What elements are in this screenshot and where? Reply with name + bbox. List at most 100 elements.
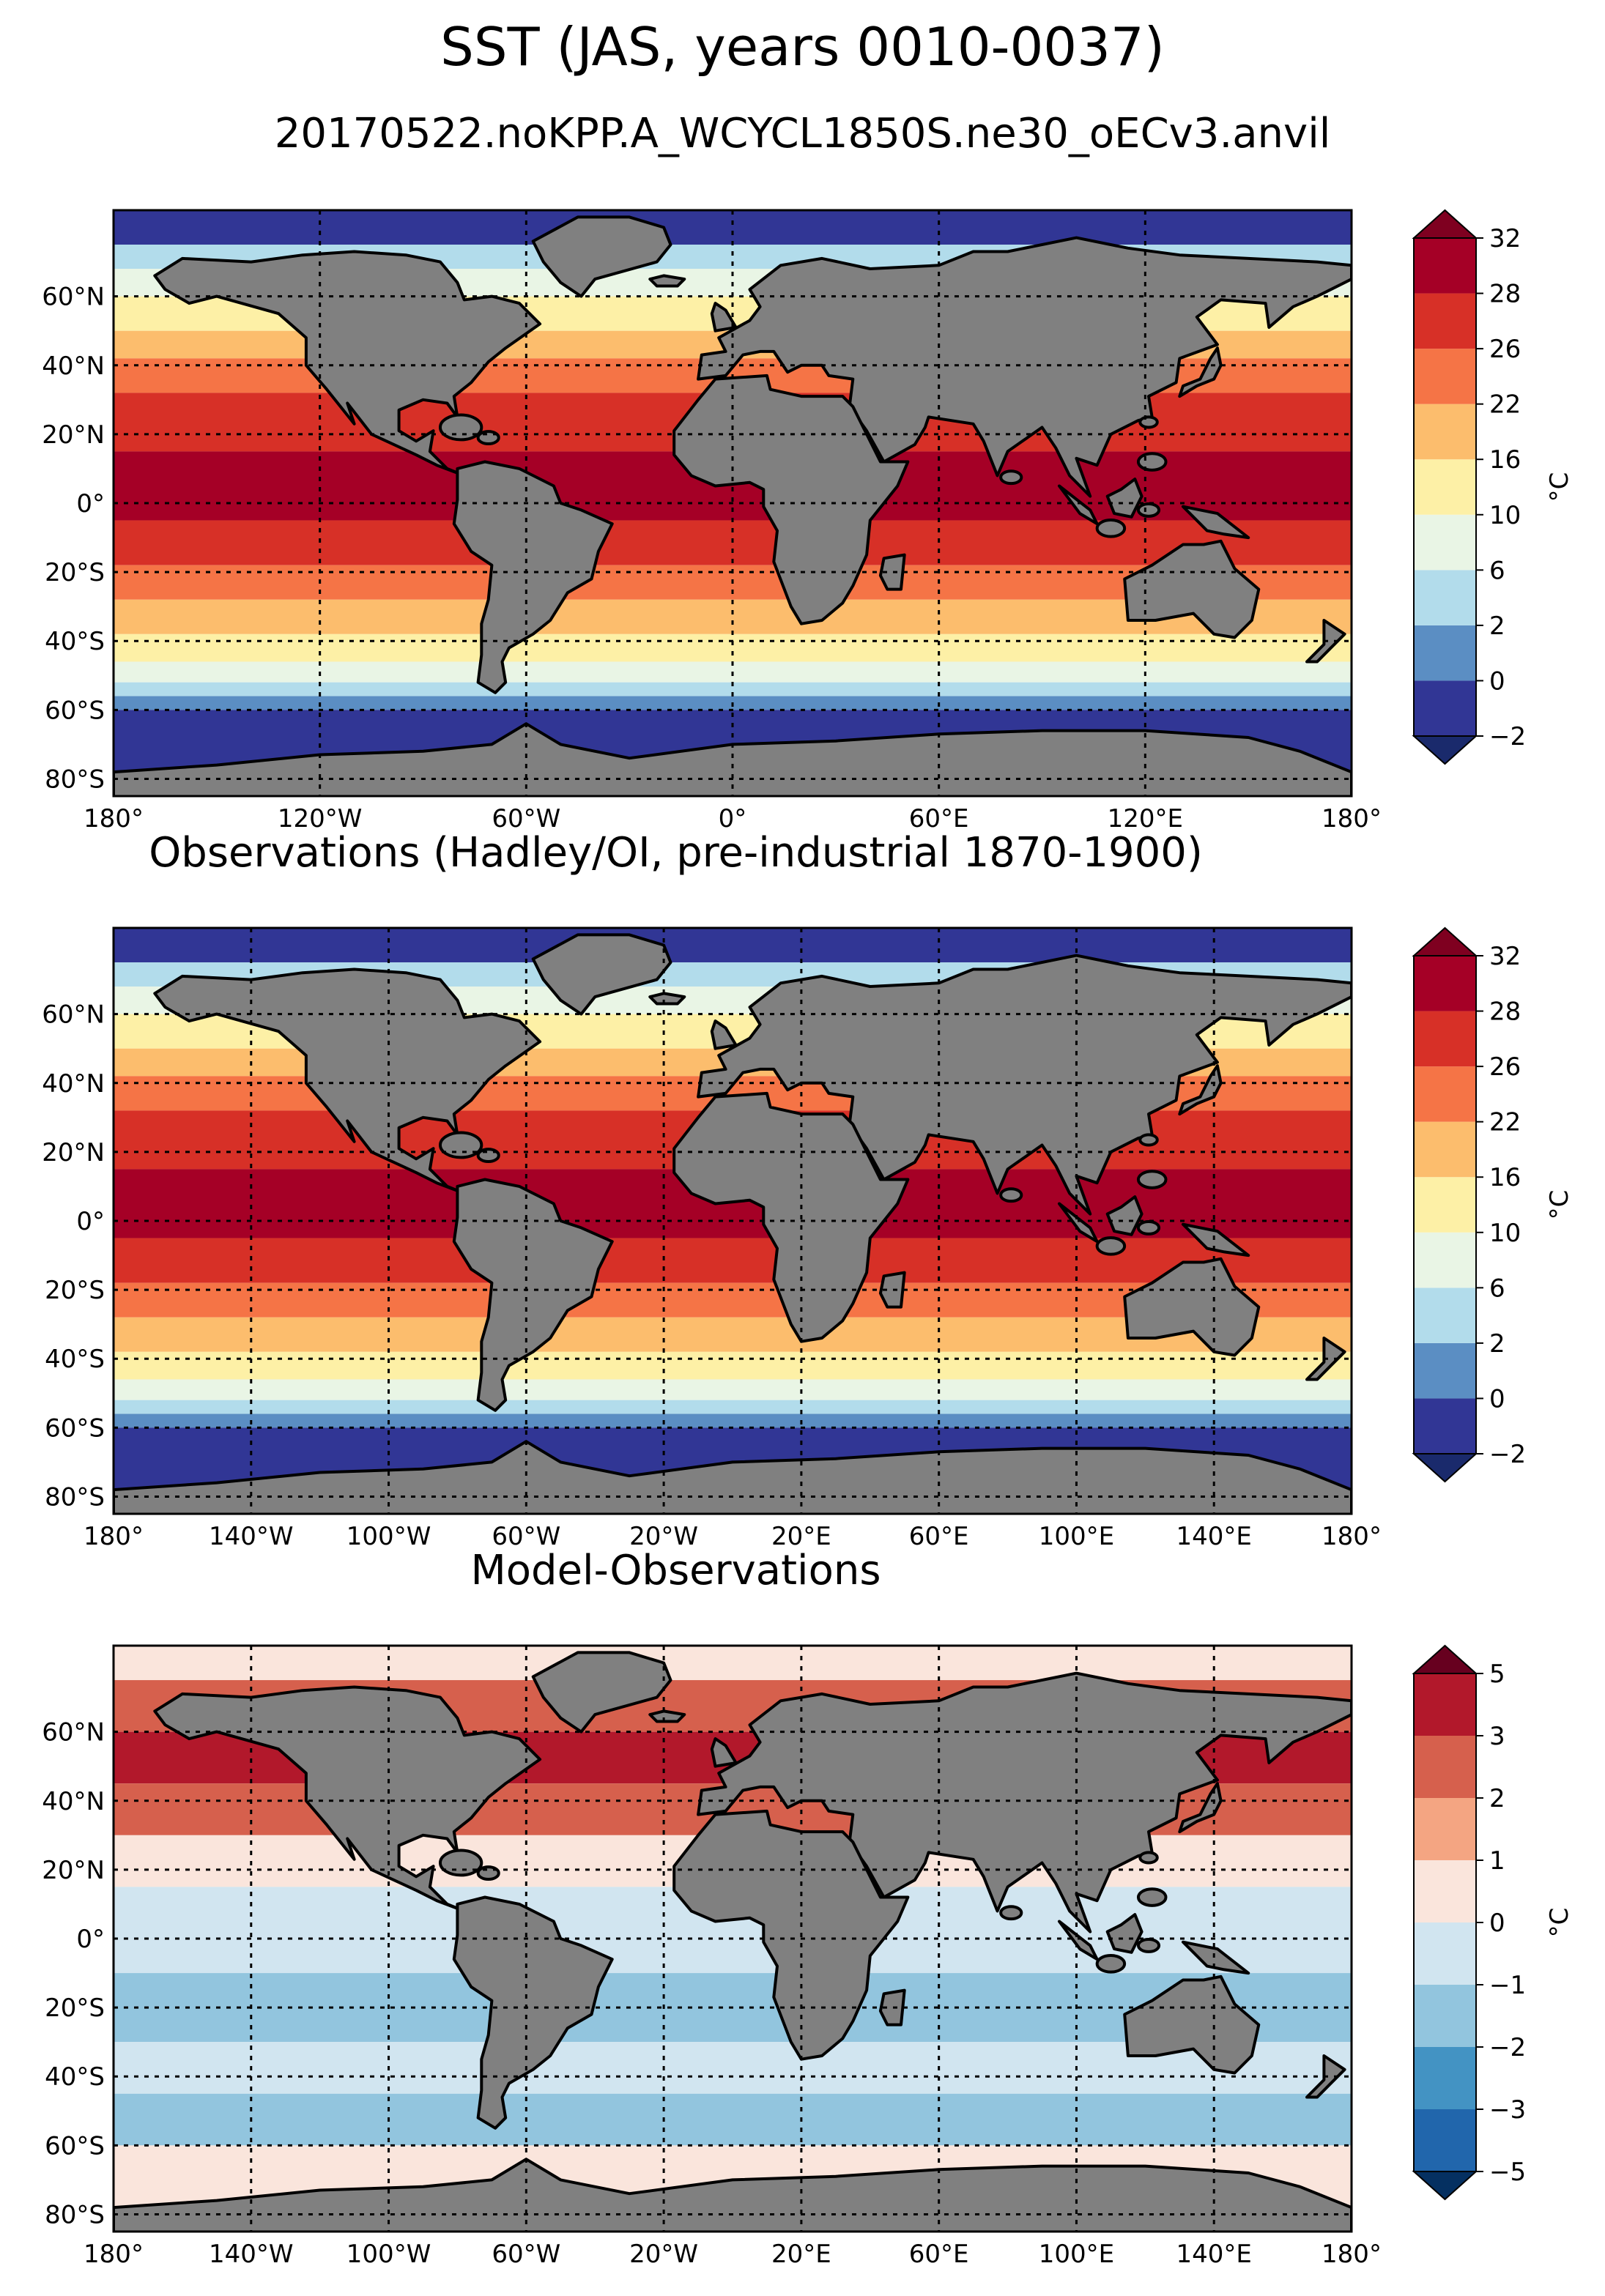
lat-tick-label: 40°N xyxy=(42,1069,105,1099)
panel-title-observations: Observations (Hadley/OI, pre-industrial … xyxy=(149,829,1203,877)
land-great-britain xyxy=(710,1019,738,1050)
colorbar-segment xyxy=(1414,1398,1476,1454)
lon-tick-label: 60°E xyxy=(909,2240,969,2269)
lat-tick-label: 60°S xyxy=(45,2131,105,2161)
lat-tick-label: 60°N xyxy=(42,283,105,312)
lon-tick-label: 20°E xyxy=(771,1522,831,1551)
land-sumatra xyxy=(1058,1920,1099,1961)
land-java xyxy=(1095,1236,1127,1256)
land-great-britain xyxy=(710,1737,738,1768)
colorbar-tick-label: 28 xyxy=(1489,997,1521,1027)
lat-tick-label: 20°N xyxy=(42,420,105,450)
land-new-guinea xyxy=(1182,1940,1250,1975)
land-sri-lanka xyxy=(999,1905,1023,1921)
sst-band-8 xyxy=(114,1238,1352,1283)
lat-tick-label: 60°N xyxy=(42,1000,105,1030)
land-greenland xyxy=(531,1651,672,1734)
land-japan xyxy=(1178,1064,1223,1116)
lat-tick-label: 0° xyxy=(76,1207,105,1236)
sst-band-12 xyxy=(114,1379,1352,1400)
lon-tick-label: 180° xyxy=(1322,1522,1382,1551)
colorbar-tick-label: −2 xyxy=(1489,1440,1526,1469)
sst-band-13 xyxy=(114,1400,1352,1414)
land-south-america xyxy=(452,1178,614,1412)
lon-tick-label: 20°W xyxy=(629,1522,698,1551)
lon-tick-label: 180° xyxy=(84,1522,144,1551)
colorbar-label: °C xyxy=(1545,1908,1574,1938)
lon-tick-label: 140°E xyxy=(1176,1522,1252,1551)
colorbar-tick-label: 3 xyxy=(1489,1722,1505,1751)
land-borneo xyxy=(1105,1913,1143,1954)
sst-band-13 xyxy=(114,682,1352,696)
land-taiwan xyxy=(1138,415,1159,429)
land-madagascar xyxy=(878,553,906,591)
map-panel-model: 60°N 40°N 20°N 0° 20°S 40°S 60°S 80°S 180° 120°W 6… xyxy=(42,209,1574,833)
map-frame-observations xyxy=(112,926,1353,1515)
land-madagascar xyxy=(878,1988,906,2026)
lon-tick-label: 120°W xyxy=(278,804,363,833)
lat-tick-label: 40°N xyxy=(42,352,105,381)
land-great-britain xyxy=(710,302,738,332)
colorbar-label: °C xyxy=(1545,472,1574,502)
colorbar-segment xyxy=(1414,459,1476,515)
colorbar-segment xyxy=(1414,956,1476,1011)
lat-tick-label: 40°S xyxy=(45,1345,105,1374)
colorbar-segment xyxy=(1414,1066,1476,1122)
lat-tick-label: 40°N xyxy=(42,1787,105,1816)
sst-field-bias xyxy=(114,1646,1352,2232)
colorbar-tick-label: 5 xyxy=(1489,1660,1505,1689)
colorbar-segment xyxy=(1414,1232,1476,1288)
colorbar-bias: −5 −3 −2 −1 0 1 2 3 5 °C xyxy=(1412,1644,1574,2201)
lon-tick-label: 60°W xyxy=(492,804,560,833)
land-borneo xyxy=(1105,478,1143,519)
land-philippines xyxy=(1136,1170,1168,1189)
land-africa xyxy=(672,1809,910,2061)
lon-tick-label: 180° xyxy=(84,2240,144,2269)
sst-band-11 xyxy=(114,634,1352,662)
lon-tick-label: 60°W xyxy=(492,1522,560,1551)
land-greenland xyxy=(531,933,672,1016)
land-sumatra xyxy=(1058,484,1099,526)
gridlines-observations xyxy=(114,928,1352,1514)
lon-tick-label: 20°W xyxy=(629,2240,698,2269)
colorbar-tick-label: −5 xyxy=(1489,2158,1526,2187)
colorbar-segment xyxy=(1414,1342,1476,1399)
colorbar-tick-label: −1 xyxy=(1489,1971,1526,2000)
colorbar-extend-min xyxy=(1412,1453,1478,1483)
sst-band-0 xyxy=(114,210,1352,245)
colorbar-tick-label: −2 xyxy=(1489,722,1526,751)
lon-tick-label: 140°E xyxy=(1176,2240,1252,2269)
colorbar-tick-label: 32 xyxy=(1489,224,1521,253)
colorbar-segment xyxy=(1414,1673,1476,1736)
colorbar-segment xyxy=(1414,1121,1476,1178)
lon-tick-label: 0° xyxy=(719,804,747,833)
lon-tick-label: 120°E xyxy=(1108,804,1183,833)
colorbar-frame xyxy=(1413,955,1477,1454)
land-japan xyxy=(1178,346,1223,398)
colorbar-tick-label: 10 xyxy=(1489,1219,1521,1248)
map-frame-model xyxy=(112,209,1353,798)
lon-tick-label: 180° xyxy=(1322,804,1382,833)
land-java xyxy=(1095,1954,1127,1974)
land-eurasia xyxy=(697,954,1352,1216)
land-iceland xyxy=(648,992,686,1006)
colorbar-segment xyxy=(1414,349,1476,404)
lat-tick-label: 60°N xyxy=(42,1718,105,1747)
lat-tick-label: 40°S xyxy=(45,2062,105,2092)
colorbar-tick-label: 6 xyxy=(1489,1274,1505,1303)
land-philippines xyxy=(1136,1887,1168,1907)
colorbar-label: °C xyxy=(1545,1190,1574,1220)
colorbar-extend-max xyxy=(1412,926,1478,956)
land-cuba xyxy=(438,1131,483,1159)
land-iceland xyxy=(648,1709,686,1723)
land-africa xyxy=(672,1091,910,1343)
lat-tick-label: 80°S xyxy=(45,765,105,794)
land-philippines xyxy=(1136,452,1168,472)
colorbar-extend-min xyxy=(1412,735,1478,765)
colorbar-segment xyxy=(1414,1177,1476,1233)
lat-tick-label: 20°S xyxy=(45,1276,105,1305)
lon-tick-label: 100°W xyxy=(346,1522,431,1551)
colorbar-segment xyxy=(1414,1736,1476,1798)
sst-band-14 xyxy=(114,1413,1352,1428)
